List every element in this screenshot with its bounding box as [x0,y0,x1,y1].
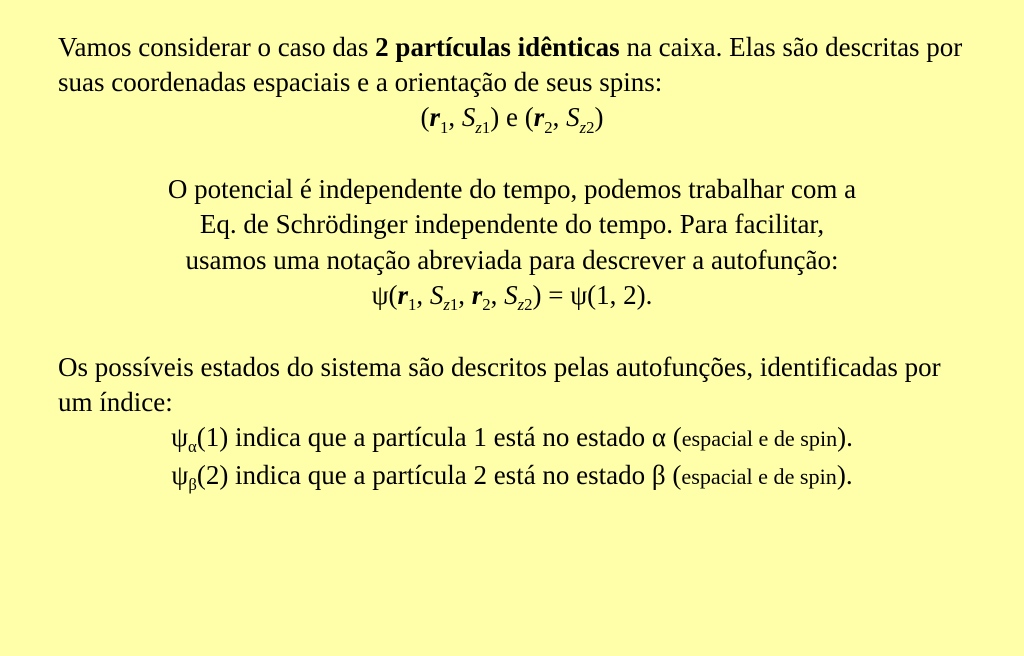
eq-S1z: z1 [443,295,458,314]
eq-psi: ψ [372,280,389,310]
sep2: , [553,102,567,132]
eq-sep2: , [458,280,472,310]
sep1: , [448,102,462,132]
eq-close: ) [533,280,542,310]
gap-1 [58,138,966,172]
eq-r2: r [472,280,483,310]
S1: S [462,102,476,132]
paragraph-1: Vamos considerar o caso das 2 partículas… [58,30,966,100]
p1-bold: 2 partículas idênticas [375,32,620,62]
equation-line: ψ(r1, Sz1, r2, Sz2) = ψ(1, 2). [58,278,966,316]
eq-S2z: z2 [518,295,533,314]
paragraph-3: Os possíveis estados do sistema são desc… [58,350,966,420]
psi-a-small: espacial e de spin [682,426,837,451]
eq-S2: S [504,280,518,310]
eq-rhs: ψ(1, 2). [570,280,652,310]
psi-beta-line: ψβ(2) indica que a partícula 2 está no e… [58,458,966,496]
psi-b-psi: ψ [171,460,188,490]
close1: ) [490,102,499,132]
p2-l3: usamos uma notação abreviada para descre… [58,243,966,278]
psi-b-small: espacial e de spin [681,464,836,489]
r1: r [429,102,440,132]
psi-a-sub: α [188,437,197,456]
psi-b-sub: β [188,475,197,494]
p2-l1: O potencial é independente do tempo, pod… [58,172,966,207]
and: e [499,102,524,132]
eq-sep1: , [416,280,430,310]
open2: ( [525,102,534,132]
S2: S [566,102,580,132]
p1-prefix: Vamos considerar o caso das [58,32,375,62]
psi-a-tail: ). [837,422,853,452]
eq-r1s: 1 [408,295,416,314]
eq-r1: r [397,280,408,310]
psi-a-psi: ψ [171,422,188,452]
r1-sub: 1 [440,118,448,137]
psi-alpha-line: ψα(1) indica que a partícula 1 está no e… [58,420,966,458]
eq-S1: S [430,280,444,310]
eq-eq: = [542,280,571,310]
r2-sub: 2 [544,118,552,137]
gap-2 [58,316,966,350]
eq-r2s: 2 [482,295,490,314]
S1z: z1 [475,118,490,137]
psi-a-body: (1) indica que a partícula 1 está no est… [197,422,682,452]
r2: r [534,102,545,132]
close2: ) [595,102,604,132]
p2-l2: Eq. de Schrödinger independente do tempo… [58,207,966,242]
slide-body: Vamos considerar o caso das 2 partículas… [0,0,1024,526]
coords-line: (r1, Sz1) e (r2, Sz2) [58,100,966,138]
eq-sep3: , [491,280,505,310]
S2z: z2 [580,118,595,137]
psi-b-body: (2) indica que a partícula 2 está no est… [197,460,682,490]
psi-b-tail: ). [837,460,853,490]
paragraph-2: O potencial é independente do tempo, pod… [58,172,966,277]
